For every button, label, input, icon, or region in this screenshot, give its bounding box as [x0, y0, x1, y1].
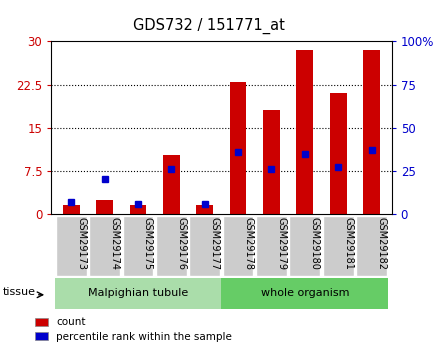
FancyBboxPatch shape: [156, 216, 187, 276]
FancyBboxPatch shape: [222, 278, 388, 309]
FancyBboxPatch shape: [356, 216, 387, 276]
Bar: [263, 110, 280, 214]
Text: tissue: tissue: [3, 287, 36, 297]
Text: GSM29181: GSM29181: [343, 217, 353, 270]
Text: GDS732 / 151771_at: GDS732 / 151771_at: [133, 18, 285, 34]
Text: GSM29174: GSM29174: [109, 217, 120, 270]
Bar: [330, 93, 347, 214]
Text: GSM29179: GSM29179: [276, 217, 287, 270]
FancyBboxPatch shape: [323, 216, 354, 276]
FancyBboxPatch shape: [123, 216, 153, 276]
Bar: [163, 155, 180, 214]
FancyBboxPatch shape: [89, 216, 120, 276]
Text: GSM29178: GSM29178: [243, 217, 253, 270]
Text: GSM29177: GSM29177: [210, 217, 220, 270]
FancyBboxPatch shape: [56, 216, 87, 276]
Bar: [363, 50, 380, 214]
Text: GSM29173: GSM29173: [76, 217, 86, 270]
Text: Malpighian tubule: Malpighian tubule: [88, 288, 188, 298]
Text: GSM29180: GSM29180: [310, 217, 320, 270]
Text: whole organism: whole organism: [261, 288, 349, 298]
Bar: [196, 205, 213, 214]
FancyBboxPatch shape: [223, 216, 254, 276]
Text: GSM29175: GSM29175: [143, 217, 153, 270]
FancyBboxPatch shape: [190, 216, 220, 276]
FancyBboxPatch shape: [256, 216, 287, 276]
Bar: [230, 82, 247, 214]
Legend: count, percentile rank within the sample: count, percentile rank within the sample: [36, 317, 232, 342]
Text: GSM29182: GSM29182: [376, 217, 387, 270]
Bar: [129, 205, 146, 214]
Bar: [296, 50, 313, 214]
FancyBboxPatch shape: [55, 278, 222, 309]
Bar: [96, 199, 113, 214]
FancyBboxPatch shape: [290, 216, 320, 276]
Text: GSM29176: GSM29176: [176, 217, 186, 270]
Bar: [63, 205, 80, 214]
